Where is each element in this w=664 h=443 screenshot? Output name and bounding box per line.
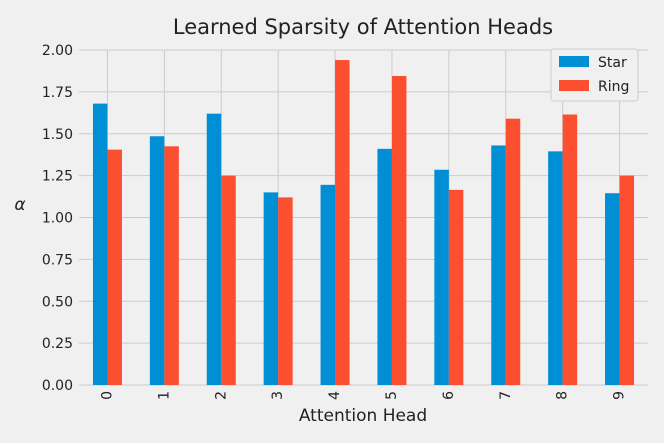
bar-star-7 <box>491 145 506 385</box>
bar-star-8 <box>548 151 563 385</box>
y-tick-label: 1.00 <box>42 211 73 227</box>
x-tick-label: 5 <box>384 391 400 400</box>
x-tick-label: 9 <box>612 391 628 400</box>
x-tick-label: 8 <box>555 391 571 400</box>
x-tick-label: 4 <box>327 391 343 400</box>
bar-ring-9 <box>619 175 635 385</box>
bar-ring-2 <box>221 175 236 385</box>
bar-star-0 <box>92 103 108 385</box>
bar-ring-1 <box>164 146 179 385</box>
x-tick-label: 6 <box>441 391 457 400</box>
bar-star-5 <box>377 148 392 385</box>
bar-star-9 <box>605 193 620 385</box>
bar-star-3 <box>263 192 279 385</box>
y-tick-label: 0.25 <box>42 336 73 352</box>
legend: Star Ring <box>550 48 639 102</box>
bar-star-2 <box>206 113 222 386</box>
x-tick-label: 3 <box>270 391 286 400</box>
legend-label-ring: Ring <box>598 79 629 95</box>
x-tick-label: 7 <box>498 391 514 400</box>
bar-ring-8 <box>562 114 578 386</box>
y-tick-label: 1.25 <box>42 169 73 185</box>
y-axis-label: α <box>14 195 25 215</box>
bar-star-4 <box>320 184 336 385</box>
bars-group <box>92 60 635 386</box>
y-tick-label: 0.50 <box>42 294 73 310</box>
bar-ring-5 <box>391 75 407 386</box>
x-tick-label: 2 <box>213 391 229 400</box>
legend-label-star: Star <box>598 55 627 71</box>
x-tick-label: 0 <box>99 391 115 400</box>
x-tick-label: 1 <box>156 391 172 400</box>
bar-ring-7 <box>505 118 521 386</box>
bar-ring-0 <box>107 149 122 385</box>
y-tick-label: 2.00 <box>42 43 73 59</box>
legend-swatch-ring <box>559 80 589 91</box>
bar-star-1 <box>149 136 165 385</box>
y-tick-label: 0.00 <box>42 378 73 394</box>
bar-ring-4 <box>335 60 350 386</box>
y-tick-labels: 0.00 0.25 0.50 0.75 1.00 1.25 1.50 1.75 2.00 <box>42 43 73 394</box>
bar-star-6 <box>434 169 449 385</box>
x-axis-label: Attention Head <box>299 406 427 426</box>
bar-ring-3 <box>278 197 293 385</box>
bar-ring-6 <box>448 189 464 385</box>
x-tick-labels: 0 1 2 3 4 5 6 7 8 9 <box>99 391 627 400</box>
y-tick-label: 1.50 <box>42 127 73 143</box>
legend-swatch-star <box>559 56 589 67</box>
y-tick-label: 0.75 <box>42 252 73 268</box>
chart-title: Learned Sparsity of Attention Heads <box>173 15 553 39</box>
y-tick-label: 1.75 <box>42 85 73 101</box>
